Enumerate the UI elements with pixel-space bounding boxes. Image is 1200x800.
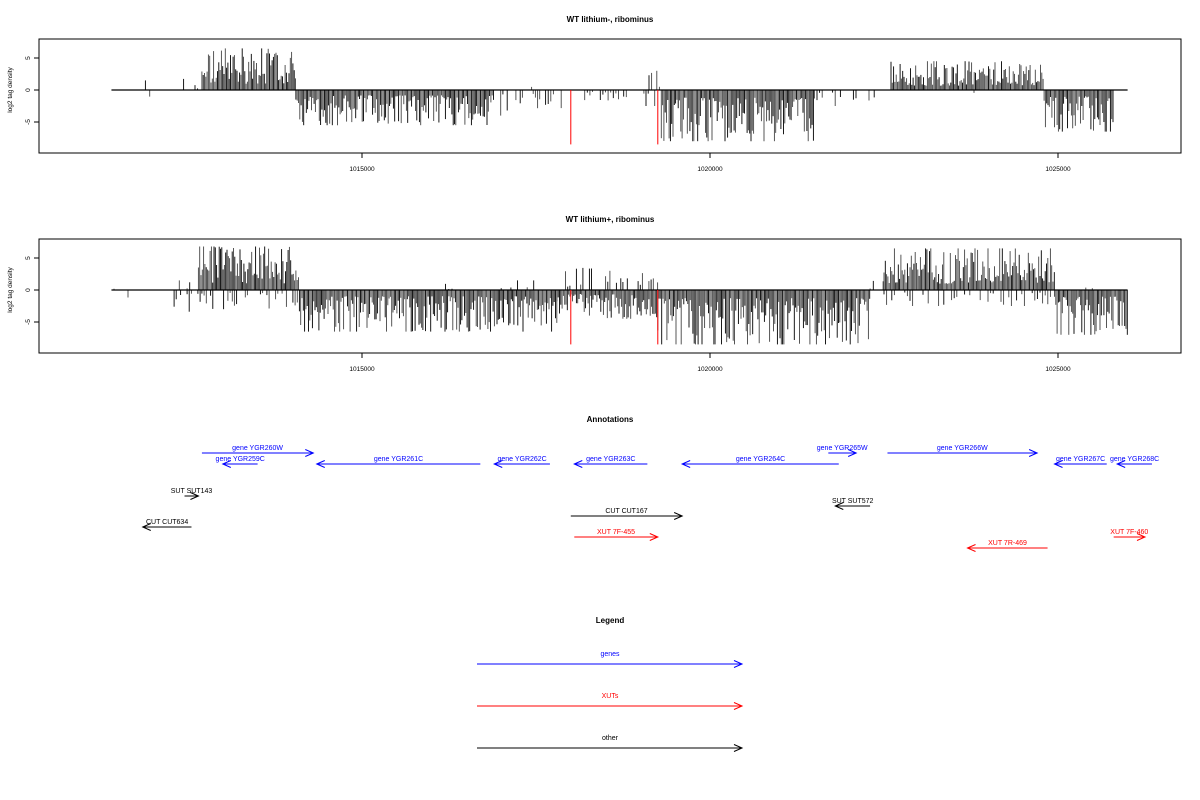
arrow-head (1053, 460, 1063, 468)
feature-arrow: XUT 7F-455 (574, 529, 660, 541)
arrow-head (573, 460, 583, 468)
x-tick-label: 1015000 (349, 366, 375, 373)
track-panel-lithium-plus: WT lithium+, ribominus log2 tag density … (7, 215, 1182, 373)
feature-arrow: XUT 7R-469 (966, 540, 1048, 552)
arrow-head (190, 492, 200, 500)
feature-arrow: SUT SUT572 (832, 498, 874, 510)
feature-label: gene YGR261C (374, 456, 423, 463)
arrow-head (1136, 533, 1147, 541)
feature-label: gene YGR268C (1110, 456, 1159, 463)
signal-bars (111, 246, 1128, 345)
track-title: WT lithium-, ribominus (567, 15, 654, 24)
feature-label: gene YGR265W (817, 445, 868, 452)
y-axis-label: log2 tag density (7, 66, 14, 112)
x-tick-label: 1020000 (697, 366, 723, 373)
arrow-head (1115, 460, 1126, 468)
y-tick-label: 5 (25, 56, 32, 60)
legend-label: other (602, 735, 619, 742)
feature-arrow: CUT CUT167 (570, 508, 684, 520)
feature-arrow: gene YGR259C (216, 456, 265, 468)
arrow-head (492, 460, 503, 468)
legend-title: Legend (596, 616, 625, 625)
arrow-head (966, 544, 976, 552)
y-tick-label: 0 (25, 288, 32, 292)
feature-label: CUT CUT167 (605, 508, 647, 515)
legend-arrow: genes (477, 651, 744, 668)
plot-frame (38, 38, 1182, 154)
feature-label: gene YGR267C (1056, 456, 1105, 463)
legend-label: XUTs (602, 693, 619, 700)
feature-label: CUT CUT634 (146, 519, 188, 526)
legend-arrow: XUTs (477, 693, 744, 710)
feature-arrow: gene YGR261C (315, 456, 481, 468)
feature-label: gene YGR266W (937, 445, 988, 452)
feature-label: XUT 7R-469 (988, 540, 1027, 547)
track-title: WT lithium+, ribominus (566, 215, 655, 224)
feature-arrow: gene YGR267C (1053, 456, 1107, 468)
feature-label: gene YGR262C (497, 456, 546, 463)
x-tick-label: 1020000 (697, 166, 723, 173)
feature-arrow: SUT SUT143 (171, 488, 213, 500)
arrow-head (649, 533, 660, 541)
x-tick-label: 1025000 (1045, 166, 1071, 173)
feature-label: SUT SUT572 (832, 498, 874, 505)
feature-arrow: gene YGR263C (573, 456, 648, 468)
arrow-head (141, 523, 151, 531)
arrow-head (733, 744, 744, 752)
feature-list: gene YGR259C gene YGR260W gene YGR261C gene… (141, 445, 1159, 552)
legend-label: genes (600, 651, 620, 658)
arrow-head (1028, 449, 1039, 457)
arrow-head (221, 460, 232, 468)
y-axis-label: log2 tag density (7, 266, 14, 312)
feature-arrow: gene YGR266W (887, 445, 1039, 457)
feature-arrow: XUT 7F-460 (1110, 529, 1148, 541)
x-tick-label: 1025000 (1045, 366, 1071, 373)
legend: Legend genes XUTs other (477, 616, 744, 752)
feature-arrow: gene YGR268C (1110, 456, 1159, 468)
arrow-head (834, 502, 844, 510)
y-tick-label: 5 (25, 256, 32, 260)
feature-arrow: gene YGR260W (201, 445, 315, 457)
arrow-head (305, 449, 315, 457)
arrow-head (733, 660, 744, 668)
y-tick-label: -5 (25, 319, 32, 325)
plot-frame (38, 238, 1182, 354)
feature-label: gene YGR264C (736, 456, 785, 463)
annotations-title: Annotations (587, 415, 634, 424)
arrow-head (680, 460, 691, 468)
legend-items: genes XUTs other (477, 651, 744, 752)
arrow-head (673, 512, 684, 520)
signal-bars (111, 48, 1128, 145)
feature-arrow: gene YGR265W (817, 445, 868, 457)
x-tick-label: 1015000 (349, 166, 375, 173)
arrow-head (847, 449, 858, 457)
feature-arrow: gene YGR262C (492, 456, 550, 468)
feature-label: SUT SUT143 (171, 488, 213, 495)
feature-label: gene YGR260W (232, 445, 283, 452)
feature-label: gene YGR259C (216, 456, 265, 463)
y-tick-label: -5 (25, 119, 32, 125)
track-panel-lithium-minus: WT lithium-, ribominus log2 tag density … (7, 15, 1182, 173)
feature-label: XUT 7F-455 (597, 529, 635, 536)
y-tick-label: 0 (25, 88, 32, 92)
arrow-head (315, 460, 325, 468)
feature-arrow: gene YGR264C (680, 456, 839, 468)
feature-label: gene YGR263C (586, 456, 635, 463)
arrow-head (733, 702, 744, 710)
legend-arrow: other (477, 735, 744, 752)
feature-label: XUT 7F-460 (1110, 529, 1148, 536)
feature-arrow: CUT CUT634 (141, 519, 192, 531)
